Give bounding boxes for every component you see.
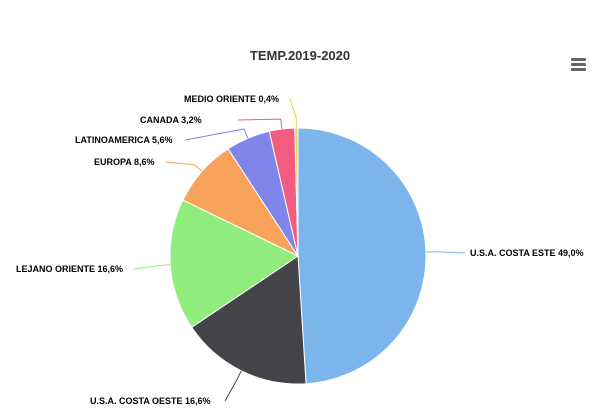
data-label: U.S.A. COSTA ESTE 49,0%: [470, 248, 584, 258]
connector-line: [133, 264, 171, 270]
hamburger-menu-icon-bar: [571, 63, 586, 66]
hamburger-menu-icon: [571, 58, 586, 61]
hamburger-menu-icon-bar: [571, 68, 586, 71]
connector-line: [425, 251, 466, 254]
data-label: U.S.A. COSTA OESTE 16,6%: [90, 396, 211, 406]
connector-line: [164, 161, 203, 172]
pie-slice-medio-oriente[interactable]: [294, 127, 299, 257]
connector-line: [184, 128, 249, 141]
data-label: CANADA 3,2%: [140, 115, 202, 125]
connector-line: [289, 98, 297, 129]
connector-line: [224, 370, 242, 402]
data-label: LATINOAMERICA 5,6%: [75, 135, 173, 145]
pie-slice-u-s-a-costa-este[interactable]: [297, 127, 427, 385]
chart-title: TEMP.2019-2020: [249, 48, 351, 63]
data-label: LEJANO ORIENTE 16,6%: [16, 264, 123, 274]
chart-menu-button[interactable]: [568, 55, 590, 75]
data-label: MEDIO ORIENTE 0,4%: [184, 94, 279, 104]
pie-slice-lejano-oriente[interactable]: [169, 199, 300, 328]
data-label: EUROPA 8,6%: [94, 157, 155, 167]
connector-line: [237, 118, 283, 130]
pie-slice-u-s-a-costa-oeste[interactable]: [190, 255, 307, 385]
